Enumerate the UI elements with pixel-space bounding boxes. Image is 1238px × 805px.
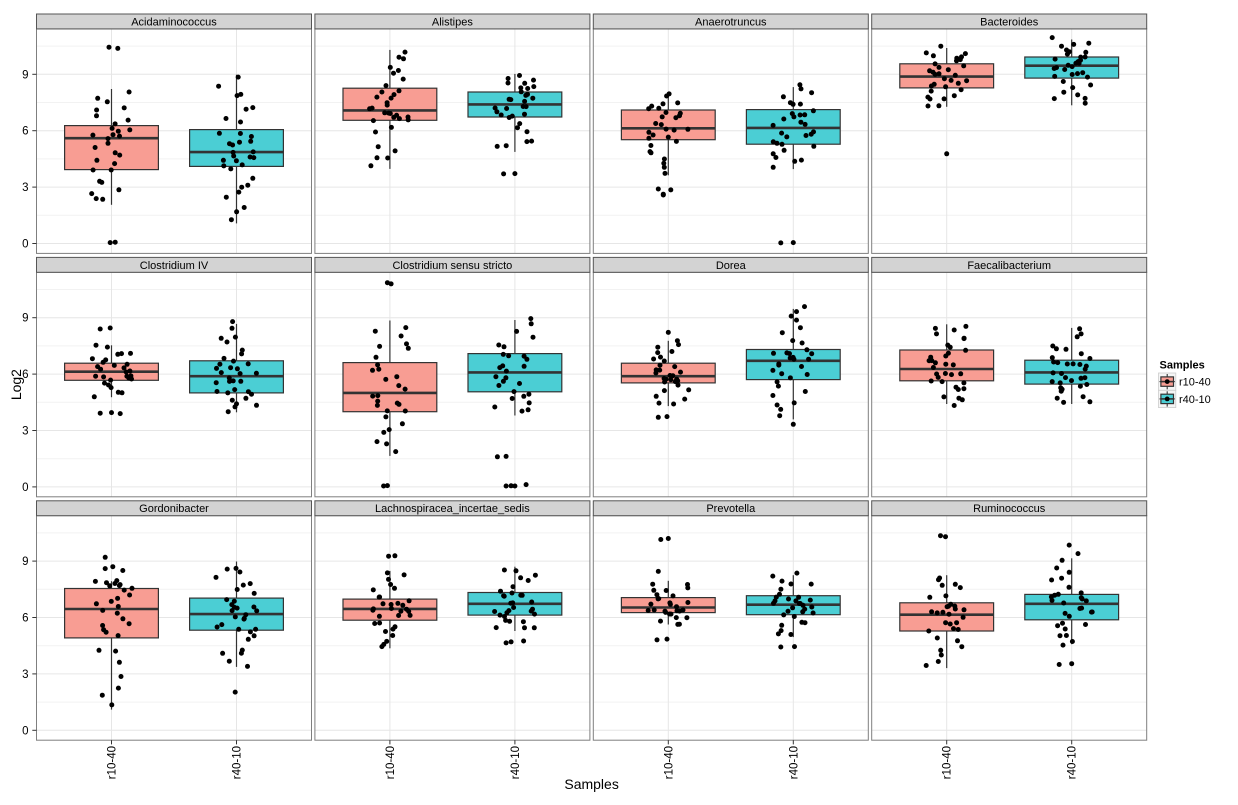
svg-text:Acidaminococcus: Acidaminococcus	[131, 16, 217, 28]
svg-text:Gordonibacter: Gordonibacter	[139, 503, 209, 515]
svg-text:0: 0	[22, 725, 28, 737]
svg-text:Bacteroides: Bacteroides	[980, 16, 1039, 28]
svg-text:0: 0	[22, 239, 28, 251]
svg-text:Faecalibacterium: Faecalibacterium	[967, 260, 1051, 272]
svg-text:9: 9	[22, 69, 28, 81]
svg-text:Ruminococcus: Ruminococcus	[973, 503, 1046, 515]
svg-text:3: 3	[22, 426, 28, 438]
svg-text:r40-10: r40-10	[1067, 746, 1079, 779]
svg-text:6: 6	[22, 613, 28, 625]
svg-text:r10-40: r10-40	[1179, 376, 1211, 388]
svg-text:6: 6	[22, 126, 28, 138]
svg-text:Lachnospiracea_incertae_sedis: Lachnospiracea_incertae_sedis	[375, 503, 530, 515]
svg-text:r10-40: r10-40	[385, 746, 397, 779]
svg-text:r40-10: r40-10	[232, 746, 244, 779]
svg-text:r10-40: r10-40	[663, 746, 675, 779]
svg-text:r40-10: r40-10	[1179, 394, 1211, 406]
svg-text:0: 0	[22, 482, 28, 494]
svg-text:r40-10: r40-10	[510, 746, 522, 779]
svg-text:Clostridium sensu stricto: Clostridium sensu stricto	[392, 260, 512, 272]
svg-text:3: 3	[22, 182, 28, 194]
svg-text:3: 3	[22, 669, 28, 681]
svg-text:6: 6	[22, 369, 28, 381]
svg-text:9: 9	[22, 313, 28, 325]
svg-text:9: 9	[22, 556, 28, 568]
svg-text:r10-40: r10-40	[107, 746, 119, 779]
svg-text:Clostridium IV: Clostridium IV	[140, 260, 209, 272]
svg-text:r10-40: r10-40	[942, 746, 954, 779]
svg-text:Anaerotruncus: Anaerotruncus	[695, 16, 767, 28]
svg-text:Log2: Log2	[8, 369, 24, 400]
svg-text:r40-10: r40-10	[788, 746, 800, 779]
svg-text:Samples: Samples	[1160, 360, 1205, 372]
svg-text:Samples: Samples	[564, 776, 618, 792]
svg-text:Prevotella: Prevotella	[706, 503, 756, 515]
svg-text:Alistipes: Alistipes	[432, 16, 473, 28]
svg-text:Dorea: Dorea	[716, 260, 747, 272]
